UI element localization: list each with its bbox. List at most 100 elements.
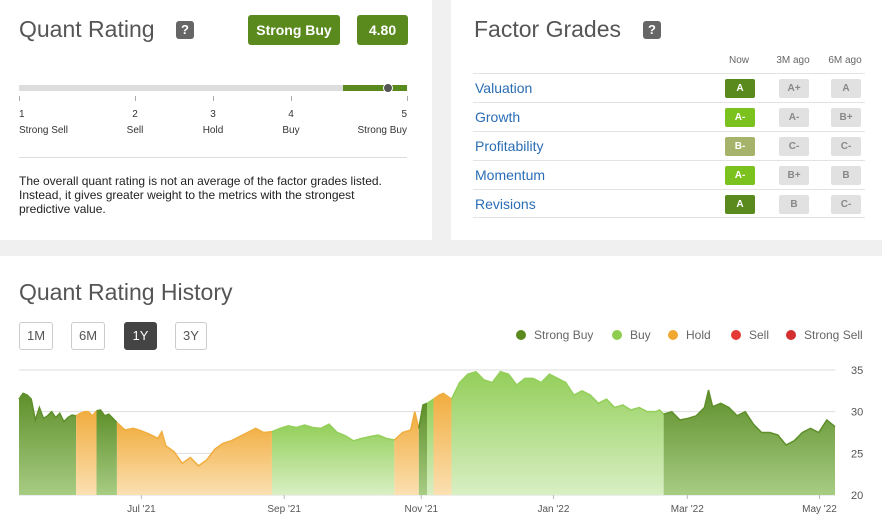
area-segment-buy [271,424,395,495]
grade-m6: C- [831,195,861,214]
col-header-6m: 6M ago [828,55,862,66]
period-button-3y[interactable]: 3Y [175,322,207,350]
y-tick-label: 25 [851,448,863,460]
grade-now: B- [725,137,755,156]
series-line-buy [450,370,665,415]
factor-help-icon[interactable]: ? [643,21,661,39]
scale-label: Hold [202,125,224,136]
y-tick-label: 20 [851,490,863,502]
factor-link-growth[interactable]: Growth [475,109,521,125]
scale-label: Strong Buy [357,125,407,136]
grade-now: A- [725,166,755,185]
area-segment-buy [427,399,434,495]
col-header-now: Now [728,55,749,66]
legend-item-strong-buy[interactable]: Strong Buy [516,328,593,342]
grade-m6: B [831,166,861,185]
scale-number: 3 [210,109,216,120]
scale-label: Buy [282,125,300,136]
scale-tick [407,96,408,101]
area-segment-strong-buy [96,410,117,495]
history-title: Quant Rating History [19,279,233,305]
factor-link-profitability[interactable]: Profitability [475,138,544,154]
factor-link-revisions[interactable]: Revisions [475,196,536,212]
x-tick-label: Mar '22 [671,504,704,515]
area-segment-strong-buy [19,393,77,495]
scale-number: 2 [132,109,138,120]
period-button-6m[interactable]: 6M [71,322,105,350]
series-line-hold [393,411,420,441]
rating-marker [382,83,393,93]
rating-label-badge: Strong Buy [248,15,340,45]
series-line-hold [433,392,452,400]
legend-dot [668,330,678,340]
series-line-strong-buy [18,392,77,423]
factor-row-valuation: Valuation A A+ A [473,73,865,102]
grade-m6: A [831,79,861,98]
scale-number: 5 [401,109,407,120]
factor-row-growth: Growth A- A- B+ [473,102,865,131]
divider [19,157,407,158]
x-tick-label: Jul '21 [127,504,156,515]
area-segment-hold [433,393,452,495]
x-tick-label: Jan '22 [538,504,570,515]
legend-item-sell[interactable]: Sell [731,328,769,342]
legend-label: Sell [749,328,770,342]
y-tick-label: 35 [851,365,863,377]
area-segment-strong-buy [418,403,427,495]
legend-label: Strong Buy [534,328,594,342]
scale-tick [19,96,20,101]
y-tick-label: 30 [851,407,863,419]
factor-grades-card: Factor Grades ? Now 3M ago 6M ago Valuat… [451,0,882,240]
rating-track [19,85,407,91]
period-button-1m[interactable]: 1M [19,322,53,350]
legend-dot [731,330,741,340]
grade-now: A- [725,108,755,127]
series-line-hold [75,410,98,417]
legend-item-hold[interactable]: Hold [668,328,711,342]
grade-now: A [725,195,755,214]
x-tick-label: May '22 [802,504,837,515]
grade-m3: B+ [779,166,809,185]
series-line-buy [271,423,395,442]
x-tick-label: Nov '21 [404,504,438,515]
legend-dot [516,330,526,340]
series-line-strong-buy [663,389,836,446]
legend-item-strong-sell[interactable]: Strong Sell [786,328,863,342]
quant-rating-title: Quant Rating [19,16,155,42]
grade-m3: B [779,195,809,214]
legend-dot [612,330,622,340]
grade-m3: A- [779,108,809,127]
area-segment-hold [76,410,97,495]
area-segment-hold [116,422,272,495]
quant-history-chart: 20 25 30 35 Jul '21 Sep '21 Nov '21 Jan '22 Mar … [18,365,863,515]
grade-m3: A+ [779,79,809,98]
grade-m3: C- [779,137,809,156]
area-segment-buy [451,371,664,495]
quant-description: The overall quant rating is not an avera… [19,174,382,216]
series-line-hold [116,421,273,467]
legend-item-buy[interactable]: Buy [612,328,651,342]
rating-fill [342,85,407,91]
scale-number: 4 [288,109,294,120]
area-segment-hold [394,411,419,495]
scale-number: 1 [19,109,25,120]
legend-label: Hold [686,328,711,342]
grade-m6: B+ [831,108,861,127]
x-tick-label: Sep '21 [267,504,301,515]
quant-rating-card: Quant Rating ? Strong Buy 4.80 1 Strong S… [0,0,432,240]
grade-now: A [725,79,755,98]
scale-label: Sell [126,125,144,136]
series-line-strong-buy [418,402,428,429]
factor-row-momentum: Momentum A- B+ B [473,160,865,189]
quant-help-icon[interactable]: ? [176,21,194,39]
area-segment-strong-buy [663,390,835,495]
factor-link-momentum[interactable]: Momentum [475,167,546,183]
factor-link-valuation[interactable]: Valuation [475,80,533,96]
series-line-buy [426,398,434,404]
factor-row-profitability: Profitability B- C- C- [473,131,865,160]
period-button-1y[interactable]: 1Y [124,322,157,350]
scale-label: Strong Sell [19,125,68,136]
factor-grades-title: Factor Grades [474,16,621,42]
scale-tick [135,96,136,101]
factor-row-revisions: Revisions A B C- [473,189,865,218]
